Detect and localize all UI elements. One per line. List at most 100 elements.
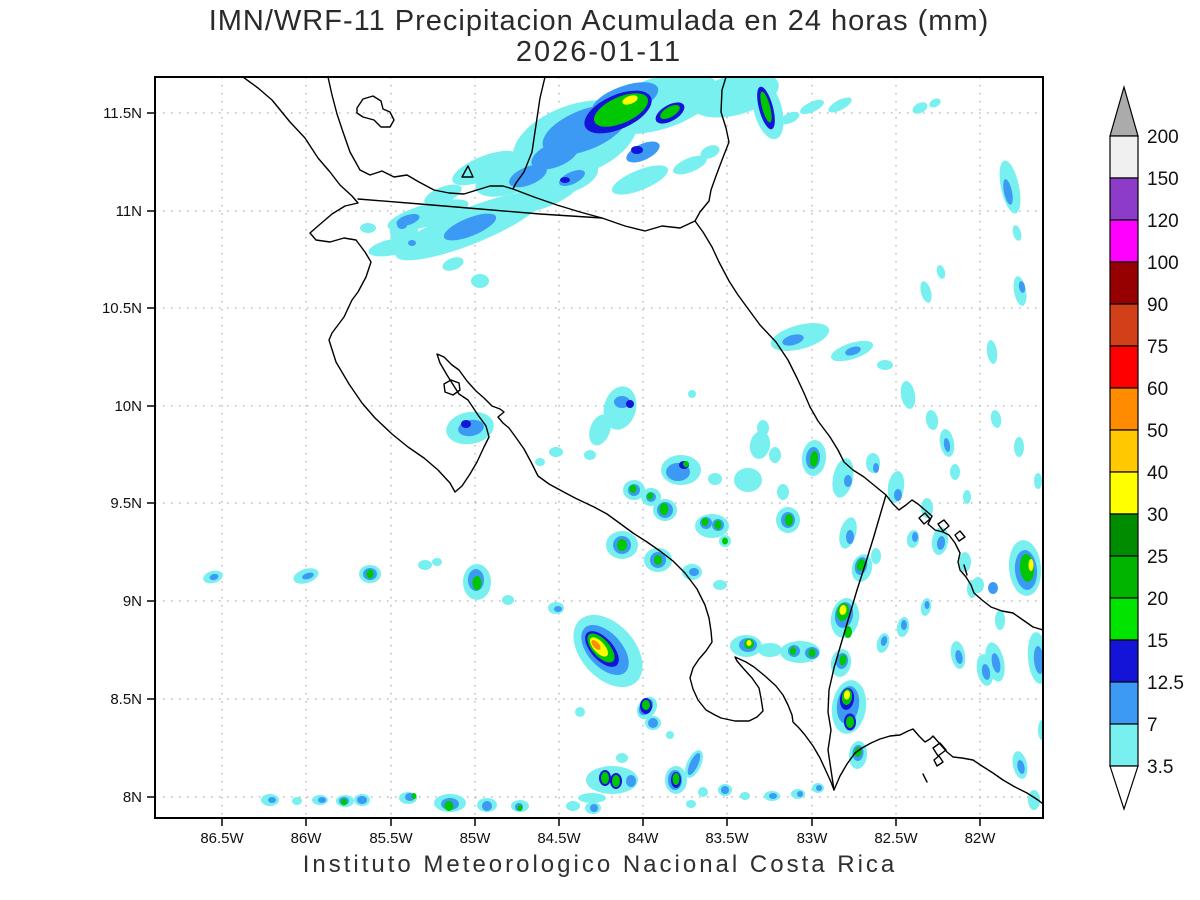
coastlines	[242, 77, 1043, 805]
colorbar-segment	[1109, 387, 1139, 431]
precip-cell	[584, 450, 596, 460]
precip-cell	[659, 503, 669, 515]
precip-cell	[626, 775, 636, 787]
precip-cell	[782, 334, 804, 346]
precip-cell	[758, 643, 782, 657]
y-tick-label: 9N	[123, 593, 142, 610]
coastline	[827, 494, 887, 791]
precip-cell	[955, 650, 963, 664]
colorbar-label: 3.5	[1147, 757, 1173, 778]
precip-cell	[617, 539, 627, 551]
colorbar-segment	[1109, 513, 1139, 557]
x-tick-label: 82.5W	[874, 830, 918, 847]
precip-cell	[535, 458, 545, 466]
precip-cell	[925, 410, 939, 430]
precip-cell	[924, 601, 930, 609]
precip-cell	[816, 785, 822, 791]
colorbar-bottom-arrow	[1109, 765, 1139, 811]
precip-cell	[647, 492, 653, 500]
precip-cell	[734, 468, 762, 492]
precip-cell	[1018, 281, 1026, 293]
precip-cell	[912, 102, 928, 114]
precip-cell	[549, 447, 563, 457]
precip-cell	[700, 145, 720, 159]
island-outline	[933, 755, 944, 767]
precip-cell	[713, 580, 727, 590]
precip-cell	[672, 773, 680, 785]
precip-cell	[846, 530, 854, 544]
precip-cell	[689, 568, 699, 576]
precip-cell	[981, 664, 991, 680]
precip-cell	[366, 569, 374, 579]
precip-cell	[808, 648, 816, 658]
precip-cell	[1014, 437, 1024, 457]
precip-cell	[554, 606, 562, 612]
axis-tick-labels: 86.5W 86W 85.5W 85W 84.5W 84W 83.5W 83W 82.5W 82W…	[102, 105, 996, 847]
colorbar-segment	[1109, 303, 1139, 347]
colorbar-label: 200	[1147, 127, 1179, 148]
y-tick-label: 9.5N	[110, 495, 142, 512]
precip-cell	[828, 97, 852, 113]
precip-cell	[360, 223, 376, 233]
precip-cell	[357, 796, 367, 804]
precip-cell	[443, 213, 497, 241]
colorbar-segment	[1109, 723, 1139, 767]
gridlines	[155, 77, 1043, 818]
plot-frame	[154, 76, 1044, 819]
chart-date: 2026-01-11	[515, 36, 683, 68]
x-tick-label: 83W	[797, 830, 829, 847]
precip-cell	[780, 111, 800, 125]
colorbar-segment	[1109, 135, 1139, 179]
colorbar-label: 20	[1147, 589, 1168, 610]
precip-cell	[832, 458, 854, 498]
precip-cell	[856, 559, 866, 571]
precip-cell	[769, 793, 777, 799]
coastline	[512, 77, 546, 190]
colorbar-segment	[1109, 639, 1139, 683]
precip-cell	[683, 461, 689, 467]
precip-cell	[936, 265, 946, 279]
precip-cell	[472, 576, 482, 590]
precip-cell	[578, 793, 606, 803]
y-tick-label: 11.5N	[103, 105, 142, 122]
precip-cell	[591, 640, 601, 650]
precip-cell	[873, 463, 879, 473]
precip-cell	[912, 532, 918, 542]
precip-cell	[517, 805, 523, 811]
precip-cell	[1034, 473, 1042, 489]
precip-cell	[929, 98, 941, 108]
precip-cell	[601, 772, 609, 784]
precip-cell	[589, 414, 611, 446]
chart-title: IMN/WRF-11 Precipitacion Acumulada en 24…	[208, 5, 990, 37]
island-outline	[937, 519, 950, 532]
precip-cell	[688, 390, 696, 398]
coastline	[242, 77, 1043, 805]
precip-cell	[701, 518, 709, 526]
precip-cell	[654, 555, 662, 565]
precip-cell	[995, 610, 1005, 630]
precip-cell	[442, 257, 464, 271]
precip-cell	[302, 572, 314, 580]
coastline	[963, 564, 968, 576]
colorbar-top-arrow	[1109, 84, 1139, 137]
x-tick-label: 84W	[628, 830, 660, 847]
precip-cell	[368, 237, 418, 257]
precip-cell	[746, 640, 752, 646]
precip-cell	[626, 400, 634, 408]
x-tick-label: 86W	[291, 830, 323, 847]
colorbar-label: 12.5	[1147, 673, 1184, 694]
precip-cell	[901, 620, 907, 630]
colorbar-segment	[1109, 345, 1139, 389]
precip-cell	[424, 184, 462, 206]
colorbar-label: 40	[1147, 463, 1168, 484]
x-tick-label: 82W	[965, 830, 997, 847]
colorbar-segment	[1109, 681, 1139, 725]
precip-cell	[894, 489, 902, 501]
precip-cell	[268, 797, 276, 803]
precip-cell	[408, 240, 416, 246]
precip-cell	[1012, 225, 1022, 241]
precip-cell	[871, 548, 881, 564]
precip-cell	[1038, 720, 1043, 740]
precip-cell	[411, 793, 417, 799]
